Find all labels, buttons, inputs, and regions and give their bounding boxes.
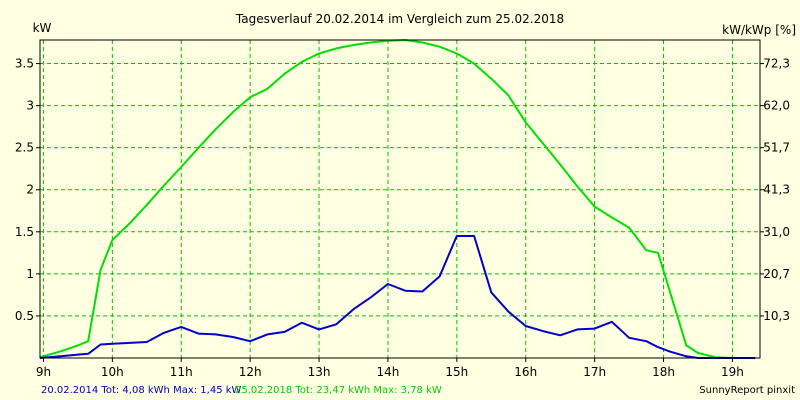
x-tick-label: 11h [170,365,193,379]
x-tick-label: 17h [583,365,606,379]
footer-blue-summary: 20.02.2014 Tot: 4,08 kWh Max: 1,45 kW [41,385,242,396]
grid-layer [40,40,760,358]
y-tick-label-left: 1.5 [15,225,34,239]
y-tick-label-right: 51,7 [763,141,790,155]
y-tick-label-left: 2.5 [15,141,34,155]
series-line-blue [39,235,756,359]
footer-green-summary: 25.02.2018 Tot: 23,47 kWh Max: 3,78 kW [235,385,442,396]
y-axis-label-left: kW [33,21,52,35]
footer-brand: SunnyReport pinxit [699,385,795,396]
y-tick-label-left: 3.5 [15,57,34,71]
y-tick-label-left: 0.5 [15,309,34,323]
y-axis-label-right: kW/kWp [%] [722,23,796,37]
x-tick-label: 10h [101,365,124,379]
series-layer [39,39,756,359]
x-tick-label: 16h [514,365,537,379]
y-tick-label-left: 3 [26,99,34,113]
x-tick-label: 13h [308,365,331,379]
y-tick-label-right: 72,3 [763,57,790,71]
y-tick-label-right: 31,0 [763,225,790,239]
plot-frame [39,39,761,359]
y-tick-label-right: 10,3 [763,309,790,323]
x-tick-label: 14h [377,365,400,379]
x-tick-label: 19h [721,365,744,379]
chart-title: Tagesverlauf 20.02.2014 im Vergleich zum… [235,12,564,26]
y-tick-label-left: 1 [26,267,34,281]
series-line-green [39,39,756,359]
y-tick-label-right: 20,7 [763,267,790,281]
tick-layer: 9h 10h 11h 12h 13h 14h 15h 16h 17h 18h 19h 0.5 1 1.5 2… [15,57,790,379]
y-tick-label-right: 41,3 [763,183,790,197]
y-tick-label-right: 62,0 [763,99,790,113]
x-tick-label: 18h [652,365,675,379]
x-tick-label: 9h [36,365,51,379]
y-tick-label-left: 2 [26,183,34,197]
x-tick-label: 12h [239,365,262,379]
x-tick-label: 15h [445,365,468,379]
